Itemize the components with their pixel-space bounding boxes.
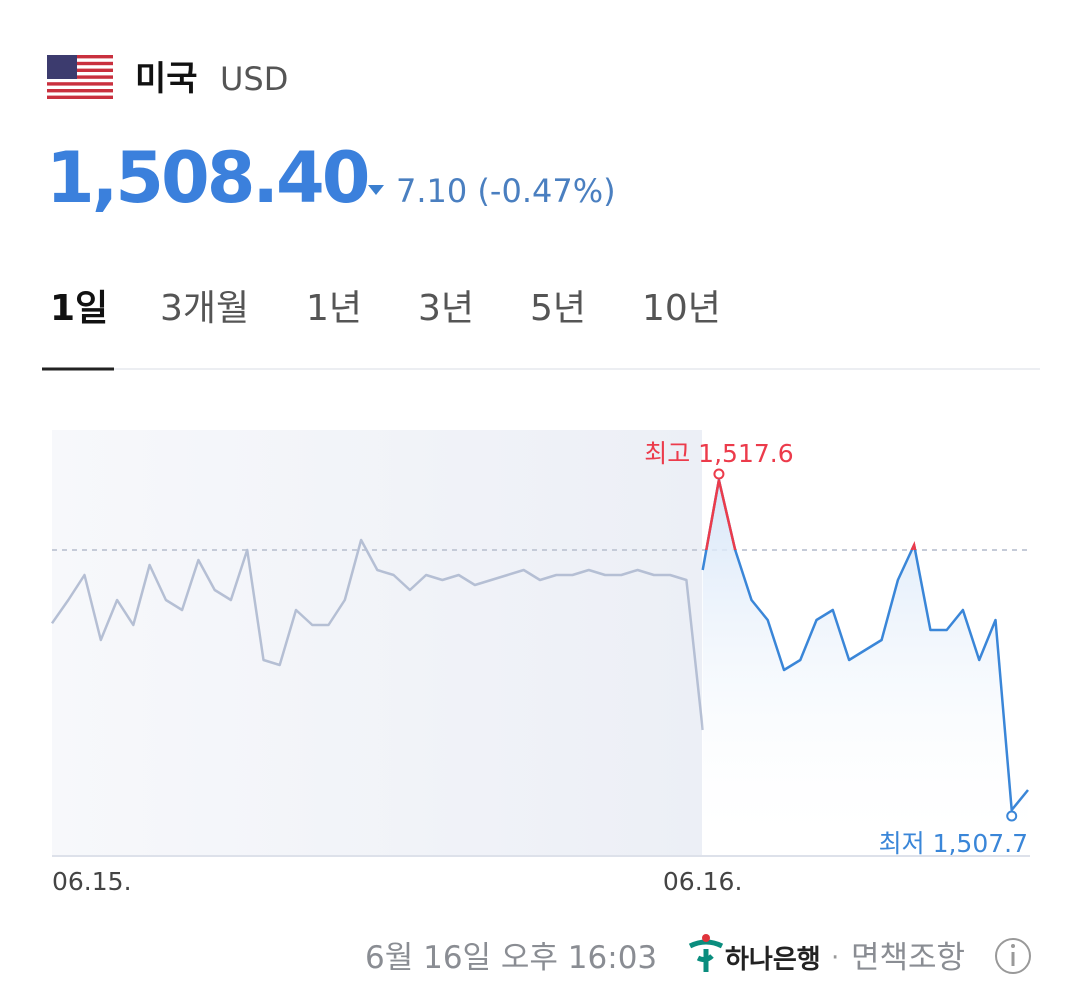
- line: [50, 538, 704, 731]
- info-icon[interactable]: [995, 938, 1031, 974]
- bank-logo: [688, 934, 724, 972]
- separator: ·: [831, 943, 839, 973]
- today-area: [702, 480, 1028, 855]
- currency: USD: [220, 60, 288, 98]
- tab[interactable]: 1일: [50, 288, 108, 329]
- tab[interactable]: 5년: [530, 288, 586, 329]
- disclaimer[interactable]: 면책조항: [851, 940, 965, 976]
- high-marker: [713, 468, 725, 480]
- tab[interactable]: 3년: [418, 288, 474, 329]
- x-tick-label: 06.15.: [52, 867, 132, 896]
- chart: 최고 1,517.6 최저 1,507.7 06.15. 06.16.: [50, 430, 1030, 896]
- flag-icon: [47, 55, 113, 99]
- tab[interactable]: 10년: [642, 288, 721, 329]
- tabs: 1일 3개월 1년 3년 5년 10년: [50, 288, 721, 329]
- change-value: 7.10: [396, 172, 467, 210]
- change-percent: (-0.47%): [477, 172, 615, 210]
- price: 1,508.40: [46, 137, 368, 219]
- down-arrow: [368, 185, 384, 195]
- timestamp: 6월 16일 오후 16:03: [365, 940, 657, 976]
- previous-day-shade: [52, 430, 702, 855]
- tab[interactable]: 3개월: [160, 288, 249, 329]
- low-label: 최저 1,507.7: [879, 829, 1028, 858]
- high-label: 최고 1,517.6: [644, 439, 793, 468]
- country: 미국: [135, 59, 198, 99]
- tab[interactable]: 1년: [306, 288, 362, 329]
- bank-name: 하나은행: [725, 945, 821, 975]
- change: 7.10 (-0.47%): [396, 172, 616, 210]
- low-marker: [1006, 810, 1018, 822]
- line: [701, 478, 1029, 812]
- x-tick-label: 06.16.: [663, 867, 743, 896]
